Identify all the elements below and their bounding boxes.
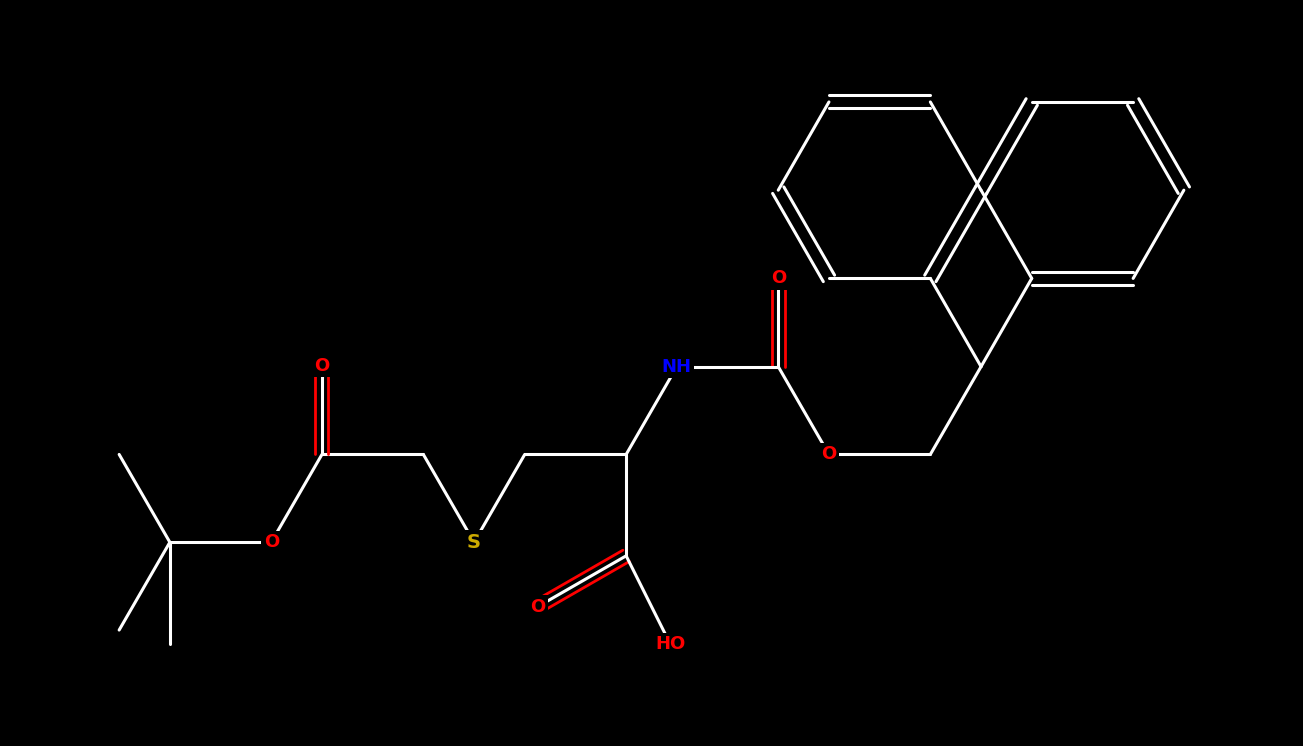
Text: O: O xyxy=(770,269,786,287)
Text: O: O xyxy=(530,598,546,615)
Text: O: O xyxy=(821,445,837,463)
Text: HO: HO xyxy=(655,635,685,653)
Text: S: S xyxy=(466,533,481,552)
Text: O: O xyxy=(314,357,330,375)
Text: NH: NH xyxy=(662,357,692,375)
Text: O: O xyxy=(263,533,279,551)
